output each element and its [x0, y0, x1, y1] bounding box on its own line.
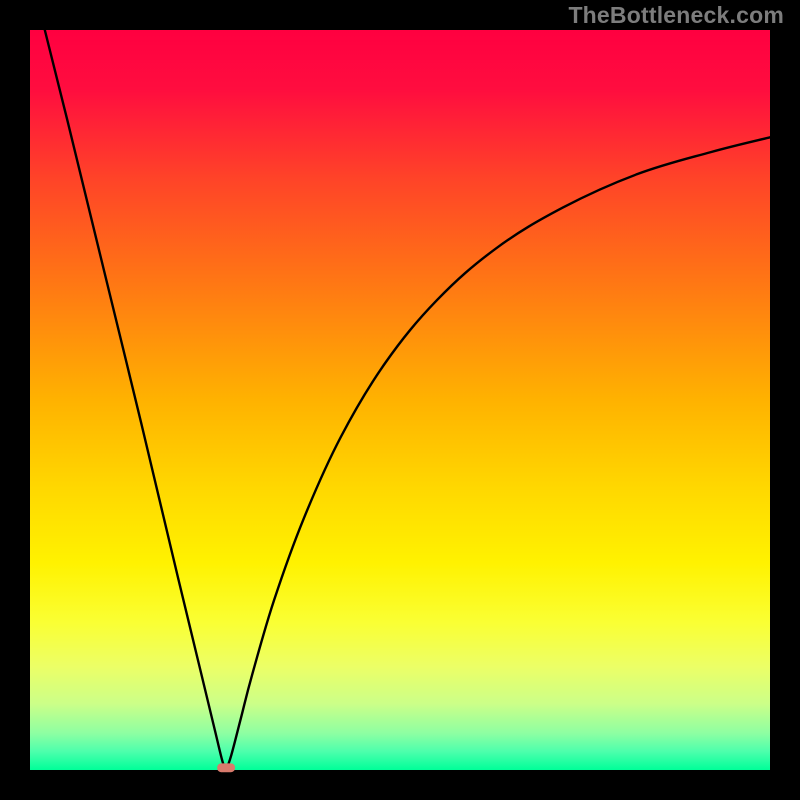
watermark-text: TheBottleneck.com	[568, 2, 784, 29]
dip-marker	[217, 763, 235, 772]
plot-background	[30, 30, 770, 770]
chart-container: TheBottleneck.com	[0, 0, 800, 800]
bottleneck-chart	[0, 0, 800, 800]
